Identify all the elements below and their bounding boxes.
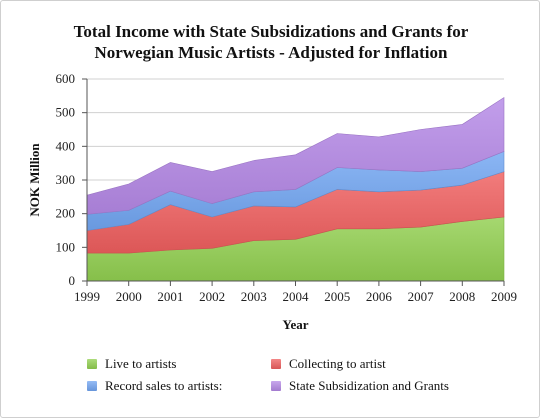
x-tick-label: 2002	[199, 289, 225, 304]
x-tick-label: 2007	[408, 289, 435, 304]
legend-label-record-sales: Record sales to artists:	[105, 378, 223, 393]
legend-item-state-subsidization: State Subsidization and Grants	[271, 378, 449, 394]
x-tick-label: 1999	[74, 289, 100, 304]
legend: Live to artists Collecting to artist Rec…	[1, 346, 541, 406]
y-tick-label: 500	[56, 105, 76, 120]
x-tick-label: 2009	[491, 289, 517, 304]
legend-swatch-collecting	[271, 359, 281, 369]
y-tick-label: 200	[56, 206, 76, 221]
y-tick-label: 300	[56, 172, 76, 187]
legend-item-live: Live to artists	[87, 356, 177, 372]
legend-label-live: Live to artists	[105, 356, 177, 371]
y-tick-label: 600	[56, 71, 76, 86]
stacked-areas	[86, 96, 505, 282]
x-tick-labels: 1999 2000 2001 2002 2003 2004 2005 2006 2007 2008…	[74, 289, 517, 304]
legend-item-collecting: Collecting to artist	[271, 356, 386, 372]
y-axis-title: NOK Million	[27, 143, 42, 217]
legend-label-collecting: Collecting to artist	[289, 356, 386, 371]
chart-title-line-2: Norwegian Music Artists - Adjusted for I…	[94, 43, 448, 62]
x-axis-title: Year	[283, 317, 309, 332]
legend-swatch-record-sales	[87, 381, 97, 391]
x-tick-label: 2000	[116, 289, 142, 304]
x-tick-label: 2004	[283, 289, 310, 304]
legend-swatch-state-subsidization	[271, 381, 281, 391]
y-tick-label: 100	[56, 239, 76, 254]
x-tick-label: 2006	[366, 289, 393, 304]
x-tick-label: 2003	[241, 289, 267, 304]
area-state-subsidization-and-grants	[86, 96, 505, 215]
x-tick-label: 2005	[324, 289, 350, 304]
y-tick-label: 400	[56, 138, 76, 153]
axes	[82, 78, 505, 286]
y-tick-label: 0	[69, 273, 76, 288]
legend-label-state-subsidization: State Subsidization and Grants	[289, 378, 449, 393]
x-tick-label: 2008	[449, 289, 475, 304]
chart-title-line-1: Total Income with State Subsidizations a…	[73, 22, 469, 41]
x-tick-label: 2001	[157, 289, 183, 304]
legend-swatch-live	[87, 359, 97, 369]
legend-item-record-sales: Record sales to artists:	[87, 378, 222, 394]
chart-title: Total Income with State Subsidizations a…	[1, 21, 541, 63]
y-tick-labels: 0 100 200 300 400 500 600	[56, 71, 76, 288]
